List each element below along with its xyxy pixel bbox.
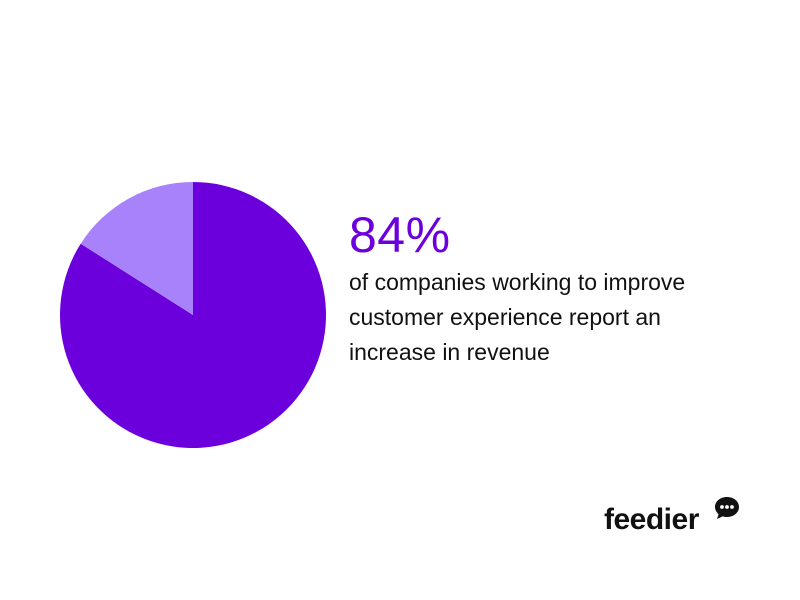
caption-line: of companies working to improve: [349, 269, 686, 295]
speech-bubble-icon: [715, 497, 739, 519]
stat-block: 84% of companies working to improve cust…: [349, 205, 779, 370]
pie-slice-1: [80, 182, 193, 315]
brand-name: feedier: [604, 503, 699, 536]
stat-caption: of companies working to improve customer…: [349, 265, 779, 370]
caption-line: customer experience report an: [349, 304, 661, 330]
pie-chart: [59, 182, 326, 449]
caption-line: increase in revenue: [349, 339, 550, 365]
pie-slice-0: [59, 182, 326, 449]
brand-logo: feedier: [604, 496, 754, 540]
stat-value: 84%: [349, 207, 451, 263]
